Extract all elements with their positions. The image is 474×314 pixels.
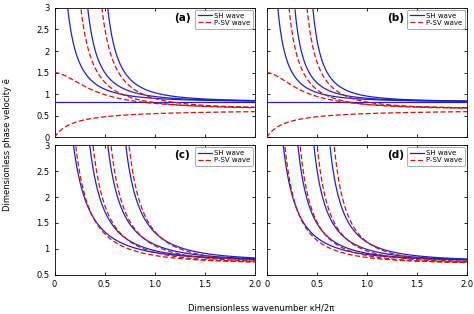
Text: (c): (c) — [174, 150, 191, 160]
Legend: SH wave, P-SV wave: SH wave, P-SV wave — [195, 10, 253, 29]
Text: (d): (d) — [387, 150, 404, 160]
Legend: SH wave, P-SV wave: SH wave, P-SV wave — [195, 147, 253, 166]
Text: (b): (b) — [387, 13, 404, 23]
Text: (a): (a) — [174, 13, 191, 23]
Text: Dimensionless phase velocity ē: Dimensionless phase velocity ē — [3, 78, 11, 211]
Text: Dimensionless wavenumber κH/2π: Dimensionless wavenumber κH/2π — [188, 303, 334, 312]
Legend: SH wave, P-SV wave: SH wave, P-SV wave — [407, 147, 465, 166]
Legend: SH wave, P-SV wave: SH wave, P-SV wave — [407, 10, 465, 29]
